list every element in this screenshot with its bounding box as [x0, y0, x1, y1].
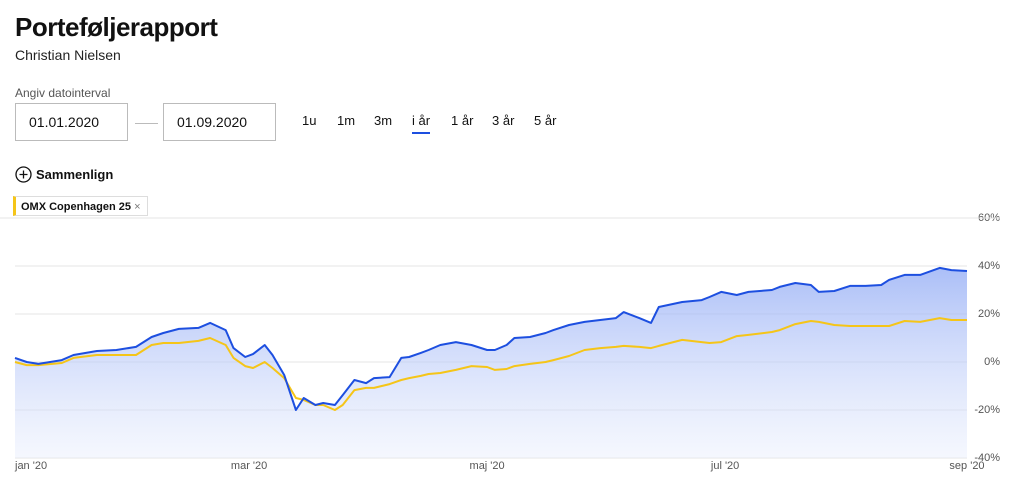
x-tick-label: sep '20 [949, 460, 984, 472]
comparison-chip[interactable]: OMX Copenhagen 25 × [13, 196, 148, 216]
period-button[interactable]: 1m [337, 113, 356, 128]
date-from-input[interactable]: 01.01.2020 [15, 103, 128, 141]
date-separator [135, 123, 158, 124]
compare-button[interactable]: Sammenlign [15, 166, 113, 183]
x-tick-label: jan '20 [14, 460, 47, 472]
compare-label: Sammenlign [36, 167, 114, 182]
period-button[interactable]: 1 år [451, 113, 474, 128]
chip-label: OMX Copenhagen 25 [21, 201, 132, 213]
period-button[interactable]: 3 år [492, 113, 515, 128]
plus-icon [15, 166, 32, 183]
period-button[interactable]: i år [412, 113, 431, 134]
y-tick-label: 20% [978, 308, 1000, 320]
y-tick-label: 0% [984, 356, 1000, 368]
line [14, 266, 968, 411]
area [15, 267, 967, 458]
period-button[interactable]: 3m [374, 113, 393, 128]
y-tick-label: -40% [974, 452, 1000, 464]
date-range-label: Angiv datointerval [15, 86, 111, 100]
remove-icon[interactable]: × [134, 201, 141, 213]
page-title: Porteføljerapport [15, 12, 218, 42]
x-tick-label: mar '20 [231, 460, 267, 472]
subtitle: Christian Nielsen [15, 47, 121, 63]
line [14, 317, 967, 411]
date-to-input[interactable]: 01.09.2020 [163, 103, 276, 141]
x-tick-label: jul '20 [710, 460, 739, 472]
x-tick-label: maj '20 [470, 460, 505, 472]
period-button[interactable]: 1u [302, 113, 317, 128]
period-button[interactable]: 5 år [534, 113, 557, 128]
y-tick-label: -20% [974, 404, 1000, 416]
y-tick-label: 40% [978, 260, 1000, 272]
